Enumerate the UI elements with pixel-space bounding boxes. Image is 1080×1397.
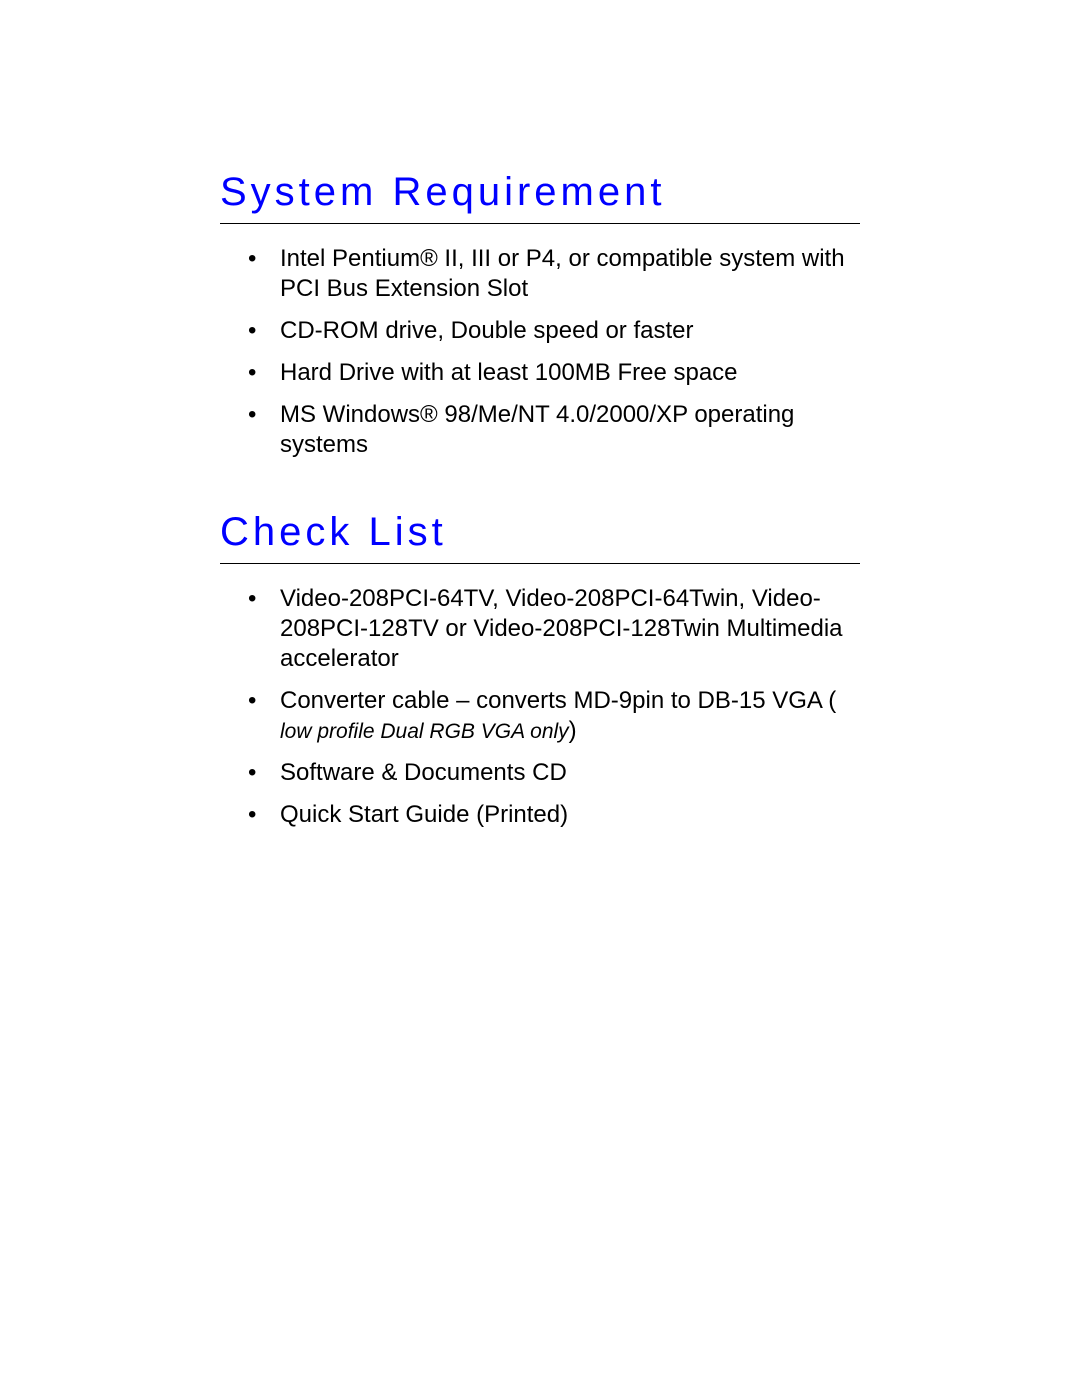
list-item: Quick Start Guide (Printed) [256, 800, 860, 830]
list-item: Software & Documents CD [256, 758, 860, 788]
list-item: MS Windows® 98/Me/NT 4.0/2000/XP operati… [256, 400, 860, 460]
list-item: CD-ROM drive, Double speed or faster [256, 316, 860, 346]
system-requirement-list: Intel Pentium® II, III or P4, or compati… [220, 244, 860, 460]
list-item-close: ) [569, 717, 577, 744]
check-list-heading: Check List [220, 510, 860, 564]
list-item: Intel Pentium® II, III or P4, or compati… [256, 244, 860, 304]
list-item: Converter cable – converts MD-9pin to DB… [256, 686, 860, 746]
list-item: Hard Drive with at least 100MB Free spac… [256, 358, 860, 388]
list-item-text: Converter cable – converts MD-9pin to DB… [280, 687, 836, 714]
list-item-note: low profile Dual RGB VGA only [280, 720, 569, 743]
check-list-list: Video-208PCI-64TV, Video-208PCI-64Twin, … [220, 584, 860, 830]
list-item: Video-208PCI-64TV, Video-208PCI-64Twin, … [256, 584, 860, 674]
system-requirement-section: System Requirement Intel Pentium® II, II… [220, 170, 860, 460]
check-list-section: Check List Video-208PCI-64TV, Video-208P… [220, 510, 860, 830]
system-requirement-heading: System Requirement [220, 170, 860, 224]
